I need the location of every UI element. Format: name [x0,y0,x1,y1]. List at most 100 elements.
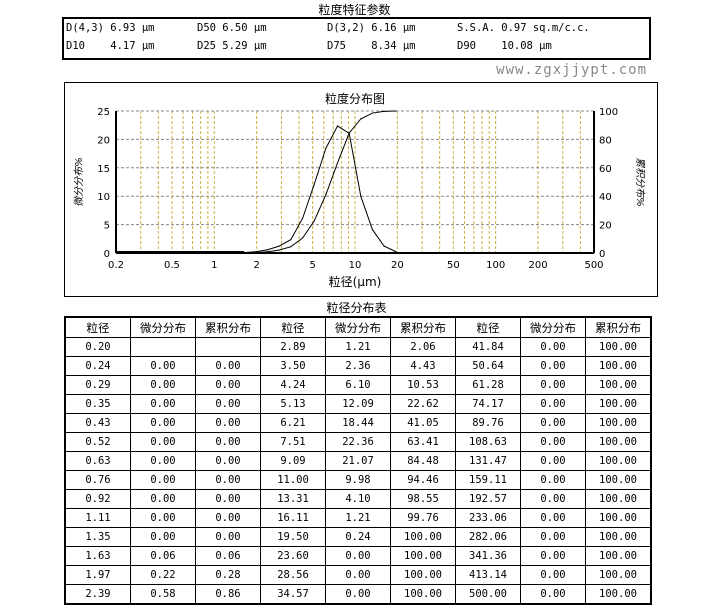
table-cell: 0.43 [64,413,131,433]
param-value: D10 4.17 μm [66,40,155,52]
table-cell: 0.28 [195,565,261,585]
table-cell: 13.31 [260,489,326,509]
table-cell: 1.63 [64,546,131,566]
table-cell: 19.50 [260,527,326,547]
table-cell: 0.76 [64,470,131,490]
column-header: 粒径 [260,316,326,338]
table-cell: 233.06 [455,508,521,528]
differential-point [313,183,315,185]
table-cell: 0.00 [325,565,391,585]
x-tick-label: 1 [211,260,217,271]
x-tick-label: 2 [253,260,259,271]
table-cell: 0.00 [520,546,586,566]
table-cell: 0.00 [520,527,586,547]
table-cell: 0.00 [195,413,261,433]
table-cell: 0.00 [520,337,586,357]
x-axis-label: 粒径(μm) [329,274,382,289]
table-cell: 0.24 [325,527,391,547]
x-tick-label: 0.2 [108,260,124,271]
table-cell: 0.00 [195,508,261,528]
table-row: 0.43 0.00 0.00 6.21 18.44 41.05 89.76 0.00 100.0… [64,413,652,433]
table-cell: 16.11 [260,508,326,528]
table-cell: 63.41 [390,432,456,452]
table-cell: 0.35 [64,394,131,414]
table-cell: 22.62 [390,394,456,414]
table-cell: 0.58 [130,584,196,605]
table-cell: 0.00 [195,451,261,471]
table-cell: 100.00 [585,565,652,585]
table-cell: 4.10 [325,489,391,509]
y-tick-label: 5 [104,221,110,232]
y-tick-label: 15 [97,164,110,175]
table-cell: 23.60 [260,546,326,566]
params-box: D(4,3) 6.93 μm D50 6.50 μm D(3,2) 6.16 μm S… [62,17,651,60]
cumulative-point [243,252,245,254]
table-cell: 2.36 [325,356,391,376]
table-cell: 100.00 [585,356,652,376]
table-cell: 2.39 [64,584,131,605]
table-cell: 0.63 [64,451,131,471]
table-cell: 1.11 [64,508,131,528]
table-cell: 0.00 [195,470,261,490]
table-cell: 12.09 [325,394,391,414]
table-cell: 21.07 [325,451,391,471]
table-cell: 100.00 [585,546,652,566]
column-header: 累积分布 [195,316,261,338]
table-cell: 100.00 [585,489,652,509]
table-cell: 0.00 [195,375,261,395]
table-cell: 0.00 [520,375,586,395]
cumulative-point [395,110,397,112]
table-row: 0.20 2.89 1.21 2.06 41.84 0.00 100.00 [64,337,652,357]
table-cell: 0.00 [325,546,391,566]
table-cell: 0.06 [130,546,196,566]
table-cell: 6.10 [325,375,391,395]
table-cell: 192.57 [455,489,521,509]
table-cell: 1.35 [64,527,131,547]
table-cell: 108.63 [455,432,521,452]
table-cell: 7.51 [260,432,326,452]
column-header: 粒径 [455,316,521,338]
table-cell: 0.20 [64,337,131,357]
table-cell: 0.29 [64,375,131,395]
table-cell: 0.52 [64,432,131,452]
table-cell: 341.36 [455,546,521,566]
table-cell: 0.00 [130,451,196,471]
x-tick-label: 50 [447,260,460,271]
table-cell: 0.00 [130,527,196,547]
table-cell: 74.17 [455,394,521,414]
table-cell: 0.00 [520,432,586,452]
cumulative-point [336,162,339,164]
table-cell: 0.00 [520,413,586,433]
table-cell: 0.00 [520,470,586,490]
differential-point [301,217,304,219]
table-cell: 50.64 [455,356,521,376]
table-cell: 100.00 [585,527,652,547]
table-cell: 0.00 [130,432,196,452]
table-cell: 22.36 [325,432,391,452]
table-cell: 500.00 [455,584,521,605]
table-cell: 4.24 [260,375,326,395]
table-cell: 28.56 [260,565,326,585]
cumulative-point [301,237,304,239]
table-cell: 100.00 [585,451,652,471]
table-cell: 0.00 [195,356,261,376]
table-row: 0.76 0.00 0.00 11.00 9.98 94.46 159.11 0.00 100.… [64,470,652,490]
y-tick-label: 0 [104,249,110,260]
x-tick-label: 10 [349,260,362,271]
table-cell: 0.00 [520,565,586,585]
differential-point [278,245,280,247]
table-cell: 0.00 [520,508,586,528]
differential-point [336,125,339,127]
cumulative-point [255,252,257,254]
table-cell: 98.55 [390,489,456,509]
x-tick-label: 5 [309,260,315,271]
cumulative-curve [244,110,396,254]
table-cell: 100.00 [390,565,456,585]
table-cell: 11.00 [260,470,326,490]
table-cell: 10.53 [390,375,456,395]
y2-tick-label: 0 [599,249,605,260]
x-tick-label: 500 [584,260,603,271]
table-cell: 99.76 [390,508,456,528]
cumulative-point [348,132,350,134]
